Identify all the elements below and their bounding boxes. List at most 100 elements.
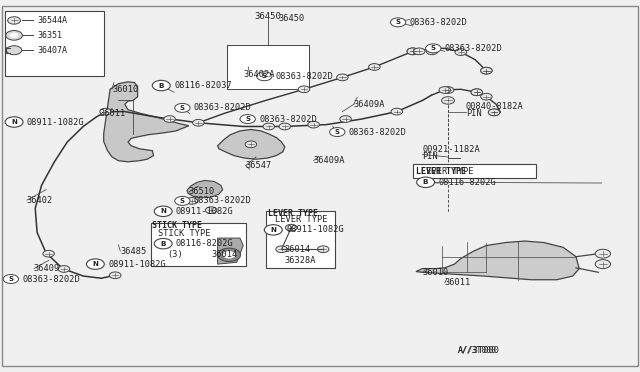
Polygon shape — [187, 180, 223, 198]
Circle shape — [218, 248, 241, 262]
Text: 36510: 36510 — [189, 187, 215, 196]
Text: 36014: 36014 — [284, 245, 310, 254]
Circle shape — [264, 225, 282, 235]
Circle shape — [164, 116, 175, 122]
Circle shape — [193, 119, 204, 126]
Circle shape — [471, 89, 483, 96]
Text: 36351: 36351 — [37, 31, 62, 40]
Circle shape — [175, 196, 190, 205]
Circle shape — [481, 67, 492, 74]
Text: 08363-8202D: 08363-8202D — [349, 128, 406, 137]
Text: 08116-82037: 08116-82037 — [174, 81, 232, 90]
Text: 36010: 36010 — [112, 85, 138, 94]
Polygon shape — [104, 82, 189, 162]
Text: 36544A: 36544A — [37, 16, 67, 25]
Circle shape — [285, 224, 297, 231]
Circle shape — [317, 246, 329, 253]
Circle shape — [6, 31, 22, 40]
Text: N: N — [11, 119, 17, 125]
Text: 36402A: 36402A — [243, 70, 275, 79]
Circle shape — [58, 266, 70, 272]
Text: 36485: 36485 — [120, 247, 147, 256]
Circle shape — [8, 17, 20, 24]
Text: 08116-8202G: 08116-8202G — [176, 239, 234, 248]
Circle shape — [263, 123, 275, 130]
Circle shape — [488, 109, 500, 116]
Circle shape — [407, 48, 419, 55]
Text: PIN: PIN — [466, 109, 482, 118]
Text: S: S — [262, 73, 267, 79]
Text: 08363-8202D: 08363-8202D — [276, 72, 333, 81]
Text: B: B — [161, 241, 166, 247]
Circle shape — [5, 117, 23, 127]
Text: 08911-1082G: 08911-1082G — [176, 207, 234, 216]
Bar — [151, 223, 246, 266]
Circle shape — [426, 48, 438, 55]
Text: B: B — [423, 179, 428, 185]
Text: LEVER TYPE: LEVER TYPE — [268, 209, 317, 218]
Text: 08116-8202G: 08116-8202G — [438, 178, 496, 187]
Text: S: S — [180, 198, 185, 204]
Text: LEVER TYPE: LEVER TYPE — [421, 167, 474, 176]
Text: 36328A: 36328A — [284, 256, 316, 265]
Text: 08363-8202D: 08363-8202D — [194, 103, 252, 112]
Circle shape — [86, 259, 104, 269]
Text: 08911-1082G: 08911-1082G — [108, 260, 166, 269]
Circle shape — [257, 72, 272, 81]
Text: S: S — [431, 45, 436, 51]
Text: A//3T000: A//3T000 — [458, 345, 497, 354]
Circle shape — [442, 97, 454, 104]
Text: N: N — [92, 261, 99, 267]
Text: 36402: 36402 — [27, 196, 53, 205]
Text: A//3T000: A//3T000 — [458, 345, 500, 354]
Circle shape — [223, 251, 236, 259]
Circle shape — [455, 49, 467, 55]
Circle shape — [595, 249, 611, 258]
Text: PIN: PIN — [422, 153, 438, 161]
Text: 36011: 36011 — [445, 278, 471, 287]
Circle shape — [426, 44, 441, 53]
Polygon shape — [416, 241, 579, 280]
Circle shape — [330, 128, 345, 137]
Polygon shape — [218, 129, 285, 159]
Text: 36547: 36547 — [246, 161, 272, 170]
Text: 08363-8202D: 08363-8202D — [410, 18, 467, 27]
Text: 36450: 36450 — [278, 14, 305, 23]
Text: S: S — [8, 276, 13, 282]
Circle shape — [3, 275, 19, 283]
Text: 36450: 36450 — [255, 12, 282, 21]
Circle shape — [308, 121, 319, 128]
Text: 08911-1082G: 08911-1082G — [286, 225, 344, 234]
Text: LEVER TYPE: LEVER TYPE — [275, 215, 328, 224]
Text: 00840-8182A: 00840-8182A — [466, 102, 524, 110]
Text: 00921-1182A: 00921-1182A — [422, 145, 480, 154]
Circle shape — [154, 206, 172, 217]
Circle shape — [298, 86, 310, 93]
Text: STICK TYPE: STICK TYPE — [158, 229, 211, 238]
Circle shape — [595, 260, 611, 269]
Circle shape — [186, 198, 198, 204]
Text: 36011: 36011 — [99, 109, 125, 118]
Text: S: S — [396, 19, 401, 25]
Circle shape — [205, 207, 217, 214]
Circle shape — [369, 64, 380, 70]
Text: 36409A: 36409A — [314, 156, 345, 165]
Circle shape — [340, 116, 351, 122]
Circle shape — [10, 33, 19, 38]
Text: 36010: 36010 — [422, 268, 449, 277]
Text: 08363-8202D: 08363-8202D — [194, 196, 252, 205]
Text: 36409: 36409 — [34, 264, 60, 273]
Text: S: S — [245, 116, 250, 122]
Text: 36409A: 36409A — [354, 100, 385, 109]
Circle shape — [109, 272, 121, 279]
Text: 08363-8202D: 08363-8202D — [445, 44, 502, 53]
Text: S: S — [180, 105, 185, 111]
Circle shape — [6, 46, 22, 55]
Text: LEVER TYPE: LEVER TYPE — [416, 167, 466, 176]
Circle shape — [481, 67, 492, 74]
Circle shape — [152, 80, 170, 91]
Circle shape — [100, 108, 111, 115]
Text: 36407A: 36407A — [37, 46, 67, 55]
Circle shape — [154, 238, 172, 249]
Circle shape — [481, 93, 492, 100]
